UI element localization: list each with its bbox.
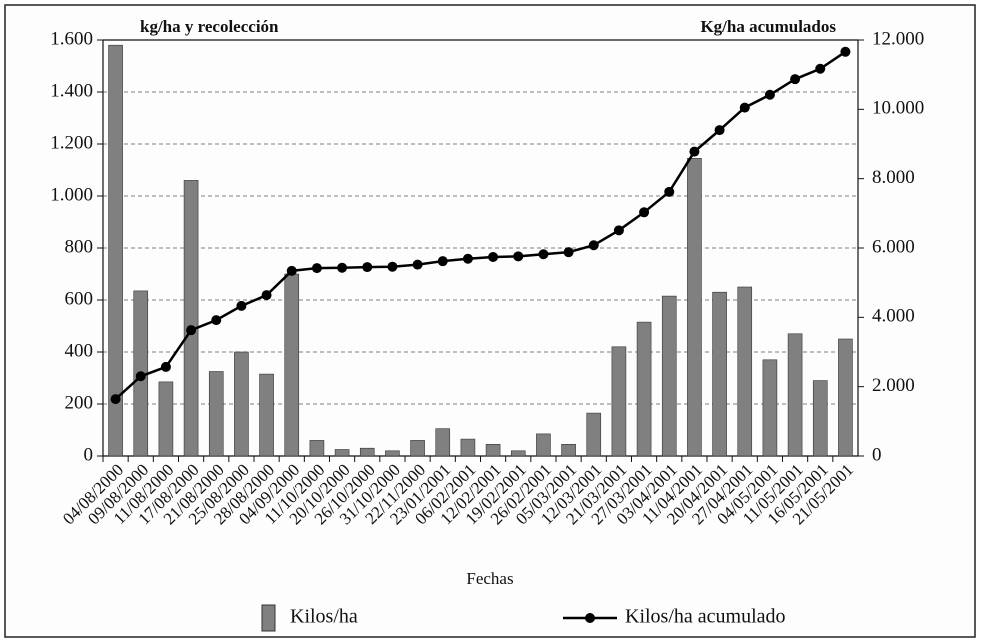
y-tick-label: 1.400 — [50, 80, 93, 101]
x-axis-title: Fechas — [466, 569, 513, 588]
bar — [183, 180, 199, 457]
point — [211, 315, 222, 326]
point — [689, 146, 700, 157]
point — [588, 240, 599, 251]
legend-swatch — [261, 604, 276, 632]
y-tick-label: 600 — [65, 288, 94, 309]
y2-tick-label: 6.000 — [872, 236, 915, 257]
point — [790, 74, 801, 85]
point — [764, 89, 775, 100]
bar — [385, 450, 400, 457]
bar — [687, 158, 702, 457]
bar — [636, 321, 652, 457]
y-axis-title: kg/ha y recolección — [140, 17, 279, 36]
point — [412, 259, 423, 270]
y-tick-label: 0 — [84, 444, 94, 465]
point — [488, 252, 499, 263]
bar — [838, 338, 853, 457]
point — [664, 186, 675, 197]
y-tick-label: 800 — [65, 236, 94, 257]
point — [739, 102, 750, 113]
legend-label: Kilos/ha acumulado — [625, 606, 786, 628]
point — [437, 256, 448, 267]
point — [261, 290, 272, 301]
bar — [309, 440, 325, 457]
point — [236, 300, 247, 311]
point — [186, 325, 197, 336]
y-tick-label: 200 — [65, 392, 94, 413]
point — [840, 46, 851, 57]
bar — [611, 346, 627, 457]
point — [362, 262, 373, 273]
bar — [485, 443, 501, 457]
y2-tick-label: 10.000 — [872, 98, 924, 119]
point — [815, 63, 826, 74]
bar — [334, 449, 350, 457]
bar — [510, 450, 526, 457]
point — [538, 249, 549, 260]
point — [311, 263, 322, 274]
y-tick-label: 1.600 — [50, 28, 93, 49]
y2-tick-label: 2.000 — [872, 375, 915, 396]
point — [135, 371, 146, 382]
bar — [737, 286, 753, 457]
bar — [661, 295, 677, 457]
point — [286, 265, 297, 276]
point — [110, 394, 121, 405]
y2-axis-title: Kg/ha acumulados — [700, 17, 836, 36]
point — [613, 225, 624, 236]
bar — [787, 333, 803, 457]
point — [639, 207, 650, 218]
point — [714, 125, 725, 136]
bar — [460, 438, 476, 457]
y-tick-label: 400 — [65, 340, 94, 361]
point — [513, 251, 524, 262]
legend-label: Kilos/ha — [290, 606, 358, 628]
bar — [536, 433, 551, 457]
y2-tick-label: 4.000 — [872, 306, 915, 327]
point — [337, 262, 348, 273]
bar — [359, 447, 375, 457]
bar — [561, 443, 576, 457]
y2-tick-label: 12.000 — [872, 28, 924, 49]
y-tick-label: 1.000 — [50, 184, 93, 205]
frame — [4, 4, 976, 638]
point — [563, 247, 574, 258]
bar — [259, 373, 274, 457]
bar — [410, 440, 425, 457]
y2-tick-label: 0 — [872, 444, 882, 465]
bar — [762, 359, 778, 457]
y2-tick-label: 8.000 — [872, 167, 915, 188]
bar — [234, 351, 249, 457]
bar — [586, 412, 602, 457]
bar — [812, 380, 828, 457]
bar — [284, 273, 300, 457]
y-tick-label: 1.200 — [50, 132, 93, 153]
bar — [712, 291, 727, 457]
legend-marker — [585, 613, 595, 623]
bar — [208, 371, 224, 457]
bar — [158, 381, 174, 457]
point — [160, 361, 171, 372]
bar — [435, 428, 451, 457]
bar — [108, 44, 123, 457]
point — [462, 253, 473, 264]
point — [387, 261, 398, 272]
